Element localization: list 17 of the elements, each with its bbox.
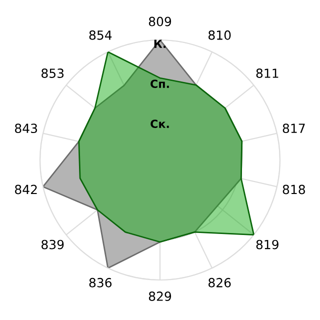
spoke-label: 819 — [256, 240, 278, 250]
spoke-label: 842 — [15, 184, 37, 194]
spoke-label: 853 — [42, 68, 64, 78]
spoke-label: 818 — [282, 184, 305, 194]
spoke-label: 811 — [256, 68, 278, 78]
y-tick-label: Сп. — [150, 80, 169, 88]
spoke-label: 843 — [15, 124, 38, 134]
spoke-label: 829 — [148, 292, 172, 301]
spoke-label: 826 — [208, 278, 231, 288]
spoke-label: 809 — [148, 16, 172, 26]
spoke-label: 839 — [42, 240, 64, 250]
spoke-label: 810 — [208, 30, 231, 40]
y-tick-label: Ск. — [150, 120, 169, 128]
y-tick-label: К. — [154, 40, 166, 48]
spoke-label: 836 — [89, 278, 112, 288]
spoke-label: 817 — [282, 124, 305, 134]
spoke-label: 854 — [89, 30, 112, 40]
